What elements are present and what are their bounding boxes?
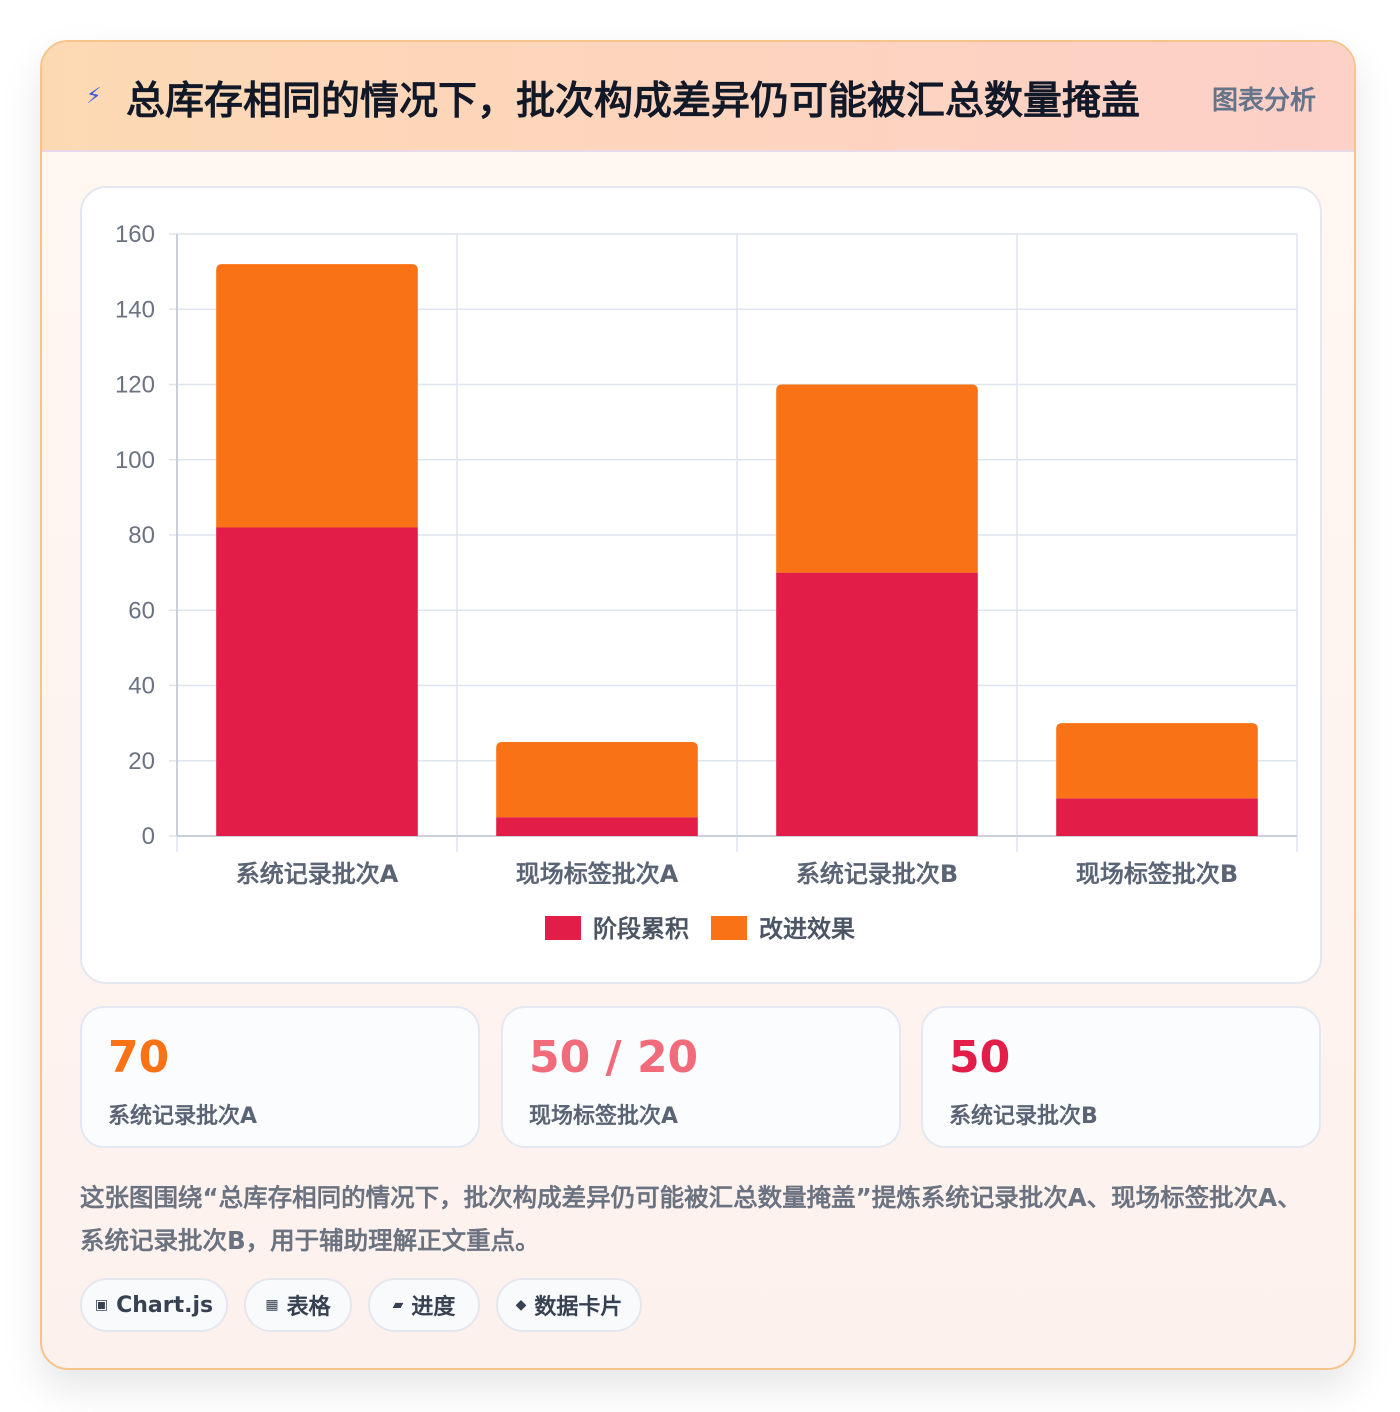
x-category-label: 现场标签批次A: [516, 860, 679, 888]
x-category-label: 系统记录批次A: [236, 860, 399, 888]
chip-chartjs[interactable]: ▣ Chart.js: [80, 1278, 228, 1332]
chip-label: 表格: [286, 1295, 331, 1320]
progress-icon: ▰: [392, 1297, 404, 1313]
bar-segment-stage-accumulation: [496, 817, 698, 836]
stat-label: 现场标签批次A: [529, 1104, 679, 1129]
y-tick-label: 140: [115, 296, 155, 323]
diamond-icon: ◆: [515, 1297, 527, 1313]
y-tick-label: 40: [128, 673, 155, 700]
y-tick-label: 120: [115, 372, 155, 399]
chip-label: 数据卡片: [534, 1295, 623, 1320]
chip-progress[interactable]: ▰ 进度: [368, 1278, 480, 1332]
stat-label: 系统记录批次A: [108, 1104, 258, 1129]
legend-label: 改进效果: [759, 915, 855, 943]
card-header: ⚡ 总库存相同的情况下，批次构成差异仍可能被汇总数量掩盖 图表分析: [42, 42, 1354, 152]
bar-segment-stage-accumulation: [1056, 798, 1258, 836]
legend-label: 阶段累积: [593, 915, 689, 943]
chip-data-cards[interactable]: ◆ 数据卡片: [496, 1278, 642, 1332]
y-tick-label: 0: [142, 823, 155, 850]
bar-segment-improvement-effect: [496, 741, 698, 818]
table-icon: ▦: [265, 1297, 279, 1313]
chip-table[interactable]: ▦ 表格: [244, 1278, 352, 1332]
stat-value: 70: [108, 1032, 170, 1083]
stat-value: 50 / 20: [529, 1032, 699, 1083]
chart-description: 这张图围绕“总库存相同的情况下，批次构成差异仍可能被汇总数量掩盖”提炼系统记录批…: [80, 1183, 1302, 1255]
stat-label: 系统记录批次B: [949, 1104, 1098, 1129]
stat-card-2: 50 / 20 现场标签批次A: [501, 1006, 901, 1148]
lightning-icon: ⚡: [86, 84, 102, 109]
bar-segment-stage-accumulation: [216, 527, 418, 836]
stat-card-1: 70 系统记录批次A: [80, 1006, 480, 1148]
x-category-label: 现场标签批次B: [1076, 860, 1238, 888]
bar-segment-improvement-effect: [1056, 723, 1258, 799]
chart-panel: 0 20 40 60 80 100 120 140 160 系统记录批次A 现场标签批次A 系统记录批…: [80, 186, 1322, 984]
x-category-label: 系统记录批次B: [796, 860, 958, 888]
y-tick-label: 160: [115, 221, 155, 248]
legend-swatch: [711, 916, 747, 940]
chart-icon: ▣: [94, 1297, 109, 1313]
bar-segment-improvement-effect: [216, 264, 418, 528]
bar-segment-improvement-effect: [776, 384, 978, 573]
card-title: 总库存相同的情况下，批次构成差异仍可能被汇总数量掩盖: [126, 79, 1141, 124]
stat-card-3: 50 系统记录批次B: [921, 1006, 1321, 1148]
chart-analysis-tag: 图表分析: [1211, 86, 1316, 116]
y-tick-label: 100: [115, 447, 155, 474]
stat-value: 50: [949, 1032, 1011, 1083]
y-tick-label: 20: [128, 748, 155, 775]
chip-label: Chart.js: [116, 1292, 214, 1318]
chip-label: 进度: [411, 1295, 456, 1320]
y-tick-label: 80: [128, 522, 155, 549]
y-tick-label: 60: [128, 597, 155, 624]
bar-segment-stage-accumulation: [776, 572, 978, 836]
stacked-bar-chart: 0 20 40 60 80 100 120 140 160 系统记录批次A 现场标签批次A 系统记录批…: [115, 221, 1298, 943]
legend-swatch: [545, 916, 581, 940]
chart-card: ⚡ 总库存相同的情况下，批次构成差异仍可能被汇总数量掩盖 图表分析 0 20 40 6…: [40, 40, 1356, 1370]
